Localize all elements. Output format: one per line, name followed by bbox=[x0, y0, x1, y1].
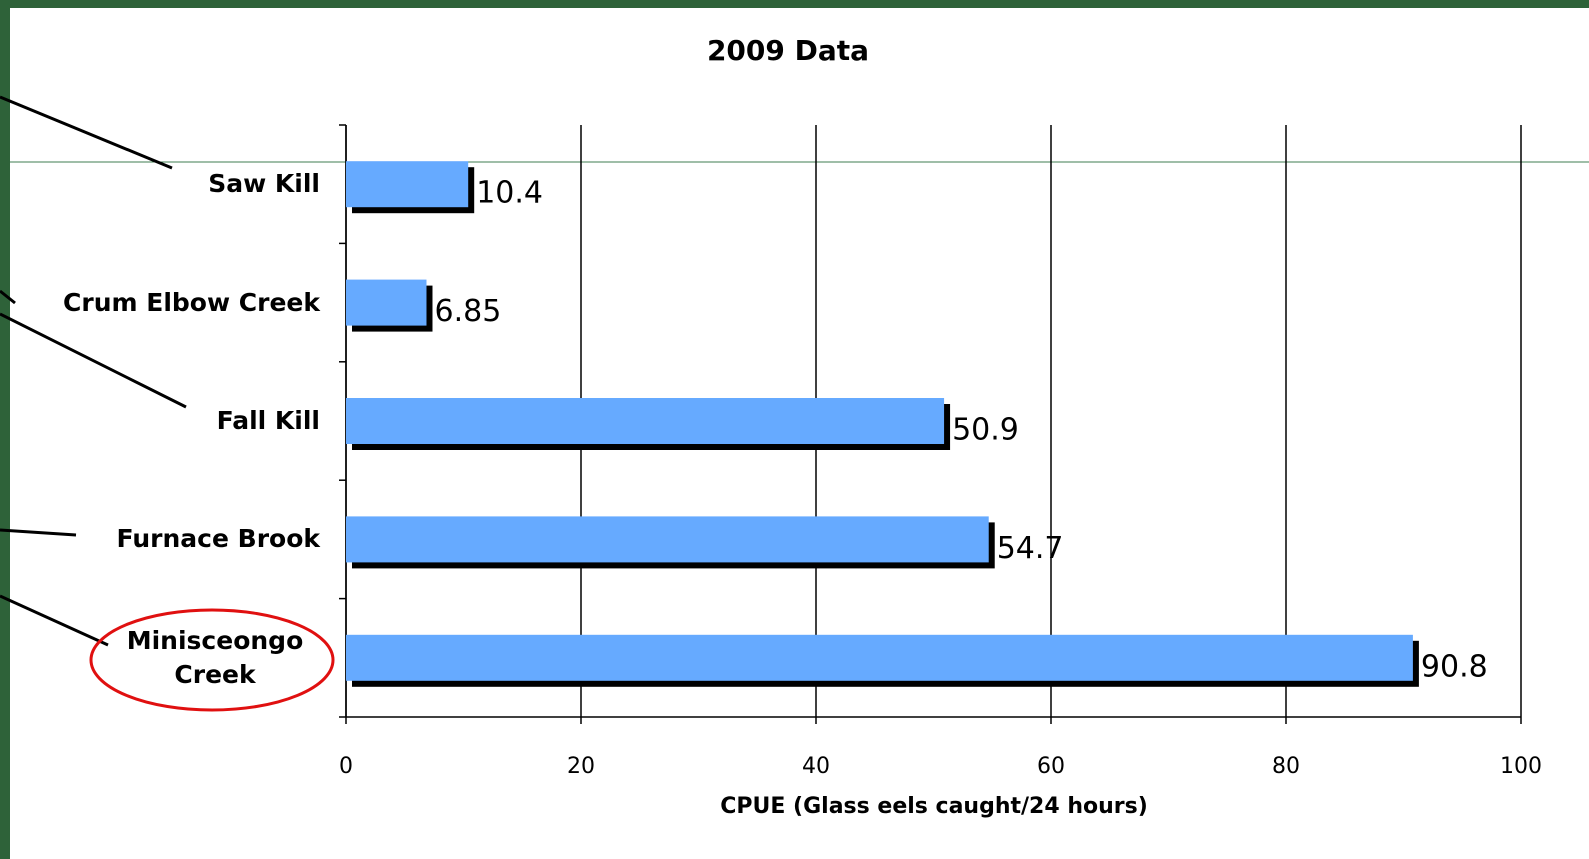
y-tick-label: Minisceongo Creek bbox=[126, 625, 304, 689]
y-tick-label: Saw Kill bbox=[208, 169, 320, 199]
bar bbox=[346, 398, 945, 444]
x-tick-label: 40 bbox=[802, 754, 830, 779]
y-tick-label: Fall Kill bbox=[216, 406, 320, 435]
x-tick-label: 0 bbox=[339, 754, 353, 779]
value-label: 90.8 bbox=[1421, 649, 1488, 684]
value-label: 10.4 bbox=[476, 176, 543, 211]
x-tick-label: 80 bbox=[1272, 754, 1300, 779]
y-tick-label: Crum Elbow Creek bbox=[63, 287, 320, 317]
value-label: 6.85 bbox=[434, 294, 501, 329]
bar bbox=[346, 634, 1413, 681]
x-tick-label: 20 bbox=[567, 754, 595, 779]
bar bbox=[346, 279, 427, 326]
bar bbox=[346, 161, 469, 208]
value-label: 54.7 bbox=[997, 531, 1064, 566]
bar bbox=[346, 516, 989, 563]
highlight-ellipse bbox=[89, 608, 335, 712]
x-axis-label: CPUE (Glass eels caught/24 hours) bbox=[720, 794, 1148, 819]
leader-lines bbox=[0, 95, 187, 647]
x-tick-label: 60 bbox=[1037, 754, 1065, 779]
x-tick-label: 100 bbox=[1500, 754, 1542, 779]
chart-title: 2009 Data bbox=[707, 34, 869, 67]
y-tick-label: Furnace Brook bbox=[116, 524, 320, 554]
value-label: 50.9 bbox=[952, 413, 1019, 448]
